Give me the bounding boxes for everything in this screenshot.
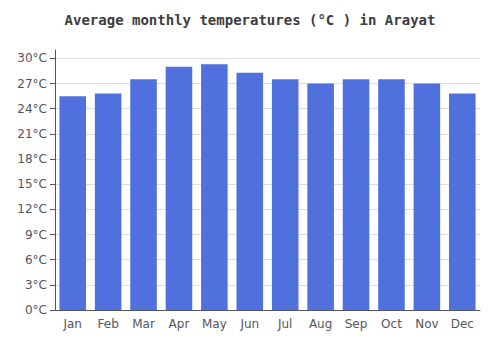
svg-text:0°C: 0°C (25, 303, 47, 317)
svg-text:Aug: Aug (309, 317, 332, 331)
svg-text:24°C: 24°C (17, 102, 47, 116)
svg-text:18°C: 18°C (17, 152, 47, 166)
svg-text:Mar: Mar (132, 317, 155, 331)
svg-text:Jun: Jun (239, 317, 259, 331)
svg-text:30°C: 30°C (17, 51, 47, 65)
svg-text:Feb: Feb (98, 317, 119, 331)
svg-text:Jan: Jan (62, 317, 82, 331)
svg-text:Average monthly temperatures (: Average monthly temperatures (°C ) in Ar… (65, 12, 436, 28)
svg-text:Nov: Nov (415, 317, 438, 331)
svg-text:Dec: Dec (451, 317, 474, 331)
svg-text:May: May (202, 317, 227, 331)
svg-text:6°C: 6°C (25, 253, 47, 267)
svg-text:3°C: 3°C (25, 278, 47, 292)
svg-text:21°C: 21°C (17, 127, 47, 141)
svg-text:Apr: Apr (169, 317, 190, 331)
svg-text:27°C: 27°C (17, 77, 47, 91)
svg-text:Jul: Jul (277, 317, 292, 331)
svg-text:Sep: Sep (345, 317, 368, 331)
svg-text:9°C: 9°C (25, 228, 47, 242)
svg-text:15°C: 15°C (17, 177, 47, 191)
svg-text:12°C: 12°C (17, 202, 47, 216)
svg-text:Oct: Oct (381, 317, 402, 331)
